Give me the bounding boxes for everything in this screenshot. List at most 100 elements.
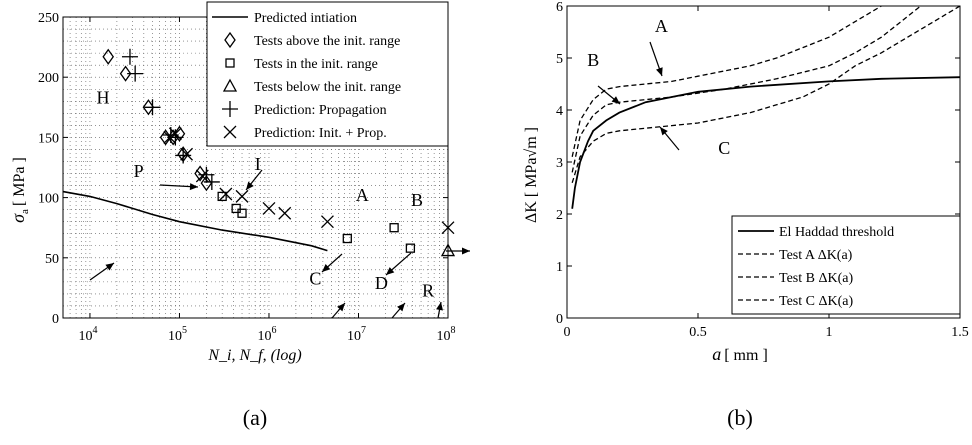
chart-b-xlabel-var: a <box>712 344 721 364</box>
chart-b-x-tick-label: 1 <box>826 325 833 340</box>
chart-a-point-cross <box>219 187 233 201</box>
chart-a-y-tick-label: 0 <box>52 312 59 327</box>
chart-a-annotation-P: P <box>134 161 144 181</box>
chart-a-annotation-R: R <box>422 280 434 300</box>
chart-a-arrow <box>385 252 412 276</box>
chart-b-x-tick-label: 1.5 <box>951 325 969 340</box>
chart-b-legend-label: Test A ΔK(a) <box>779 248 853 263</box>
chart-a-caption: (a) <box>243 405 267 430</box>
chart-a-point-cross <box>278 206 292 220</box>
chart-b-legend-item: El Haddad threshold <box>738 225 894 240</box>
chart-a-annotations: H I P A B C D R <box>89 88 470 319</box>
chart-a-legend-item: Tests in the init. range <box>225 57 378 72</box>
chart-b-arrow <box>659 126 680 151</box>
chart-b-xlabel-unit: [ mm ] <box>724 347 768 364</box>
chart-a-legend-marker <box>223 125 237 139</box>
chart-a-point-cross <box>163 130 177 144</box>
chart-a-legend-label: Prediction: Init. + Prop. <box>254 126 387 141</box>
chart-a-point-plus <box>203 173 220 190</box>
chart-a-point-square <box>389 223 399 233</box>
chart-a-legend-label: Prediction: Propagation <box>254 103 387 118</box>
chart-b-y-axis-label: ΔK [ MPa√m ] <box>523 127 540 223</box>
chart-a-x-tick-label: 104 <box>78 325 97 344</box>
chart-a-point-diamond <box>200 175 213 192</box>
chart-a-y-tick-label: 100 <box>38 192 59 207</box>
chart-b-series-line-1 <box>571 6 882 157</box>
chart-b-legend-item: Test B ΔK(a) <box>738 271 853 286</box>
chart-a-point-square <box>342 233 352 244</box>
chart-a-y-tick-label: 50 <box>45 252 59 267</box>
chart-a-x-tick-label: 108 <box>437 325 456 344</box>
chart-b-series <box>571 6 960 209</box>
chart-b-x-axis-label: a[ mm ] <box>712 344 768 364</box>
chart-a-x-tick-label: 107 <box>347 325 366 344</box>
chart-a-legend-box <box>206 1 449 147</box>
chart-a-y-tick-label: 250 <box>38 11 59 26</box>
chart-a-point-cross <box>320 215 334 229</box>
chart-b-annotation-B: B <box>587 50 599 70</box>
chart-a-legend-label: Tests above the init. range <box>254 34 400 49</box>
chart-a-ylabel-subscript: a <box>19 209 31 214</box>
chart-b-annotation-A: A <box>655 16 668 36</box>
chart-b-y-tick-label: 3 <box>556 156 563 171</box>
chart-a-x-tick-label: 105 <box>168 325 187 344</box>
chart-a-legend-label: Tests in the init. range <box>254 57 378 72</box>
chart-a-point-diamond <box>102 48 115 65</box>
chart-b-x-tick-label: 0 <box>564 325 571 340</box>
chart-a-x-tick-label: 106 <box>257 325 276 344</box>
chart-a-arrow <box>89 262 115 281</box>
chart-a-annotation-C: C <box>309 268 321 288</box>
chart-b-legend-label: Test C ΔK(a) <box>779 294 853 309</box>
chart-a-arrow <box>245 169 263 191</box>
chart-a-legend-item: Tests above the init. range <box>224 31 400 49</box>
chart-b-legend-label: Test B ΔK(a) <box>779 271 853 286</box>
chart-a-legend-label: Tests below the init. range <box>254 80 401 95</box>
chart-a-arrow <box>159 183 199 191</box>
chart-a-legend-item: Tests below the init. range <box>222 78 401 95</box>
chart-a-point-square <box>231 203 241 214</box>
chart-b-legend-item: Test C ΔK(a) <box>738 294 853 309</box>
chart-a-arrow <box>446 247 470 255</box>
chart-a-arrow <box>331 302 346 319</box>
chart-b-y-tick-label: 1 <box>556 260 563 275</box>
chart-a-legend-marker <box>222 101 238 117</box>
chart-a-ylabel-unit: [ MPa ] <box>11 157 28 206</box>
chart-b-series-line-0 <box>571 76 960 209</box>
chart-a-x-axis-label: N_i, N_f, (log) <box>207 347 301 364</box>
chart-a-legend-marker <box>224 31 236 49</box>
chart-a-series <box>62 48 456 257</box>
chart-b-legend-item: Test A ΔK(a) <box>738 248 853 263</box>
chart-a-point-plus <box>121 48 138 65</box>
chart-a-annotation-B: B <box>411 190 423 210</box>
chart-a-y-axis-label: σa [ MPa ] <box>8 157 31 223</box>
chart-b-y-tick-label: 5 <box>556 52 563 67</box>
chart-a-point-cross <box>195 169 209 183</box>
chart-a-annotation-A: A <box>356 185 369 205</box>
chart-a-point-cross <box>262 201 276 215</box>
chart-a-point-square <box>405 243 416 253</box>
chart-a-point-diamond <box>173 125 186 142</box>
chart-a-annotation-H: H <box>97 88 110 108</box>
chart-a-y-tick-label: 200 <box>38 71 59 86</box>
chart-b-arrow <box>649 41 663 77</box>
chart-a-legend: Predicted intiation Tests above the init.… <box>206 1 449 147</box>
chart-a-point-cross <box>441 221 455 235</box>
chart-a-point-plus <box>127 65 144 82</box>
chart-b-series-line-2 <box>571 6 922 173</box>
chart-a-legend-marker <box>222 78 238 92</box>
chart-a-point-diamond <box>119 65 132 82</box>
chart-b-annotation-C: C <box>718 138 730 158</box>
chart-a-ticks: 0 50 100 150 200 250 104 105 106 107 108 <box>38 11 456 344</box>
chart-a-legend-item: Prediction: Init. + Prop. <box>223 125 387 141</box>
chart-b-y-tick-label: 4 <box>556 104 563 119</box>
chart-b-legend-box <box>731 215 961 315</box>
chart-b-series-line-3 <box>571 6 960 183</box>
chart-a-arrow <box>436 301 443 319</box>
chart-a-legend-item: Prediction: Propagation <box>222 101 387 118</box>
chart-a-point-square <box>217 191 227 202</box>
chart-b-y-tick-label: 6 <box>556 0 563 15</box>
chart-b: 0 1 2 3 4 5 6 0 0.5 1 1.5 A B C ΔK [ MPa√m ] a[ mm ]… <box>523 0 969 430</box>
chart-a-point-plus <box>144 99 161 116</box>
